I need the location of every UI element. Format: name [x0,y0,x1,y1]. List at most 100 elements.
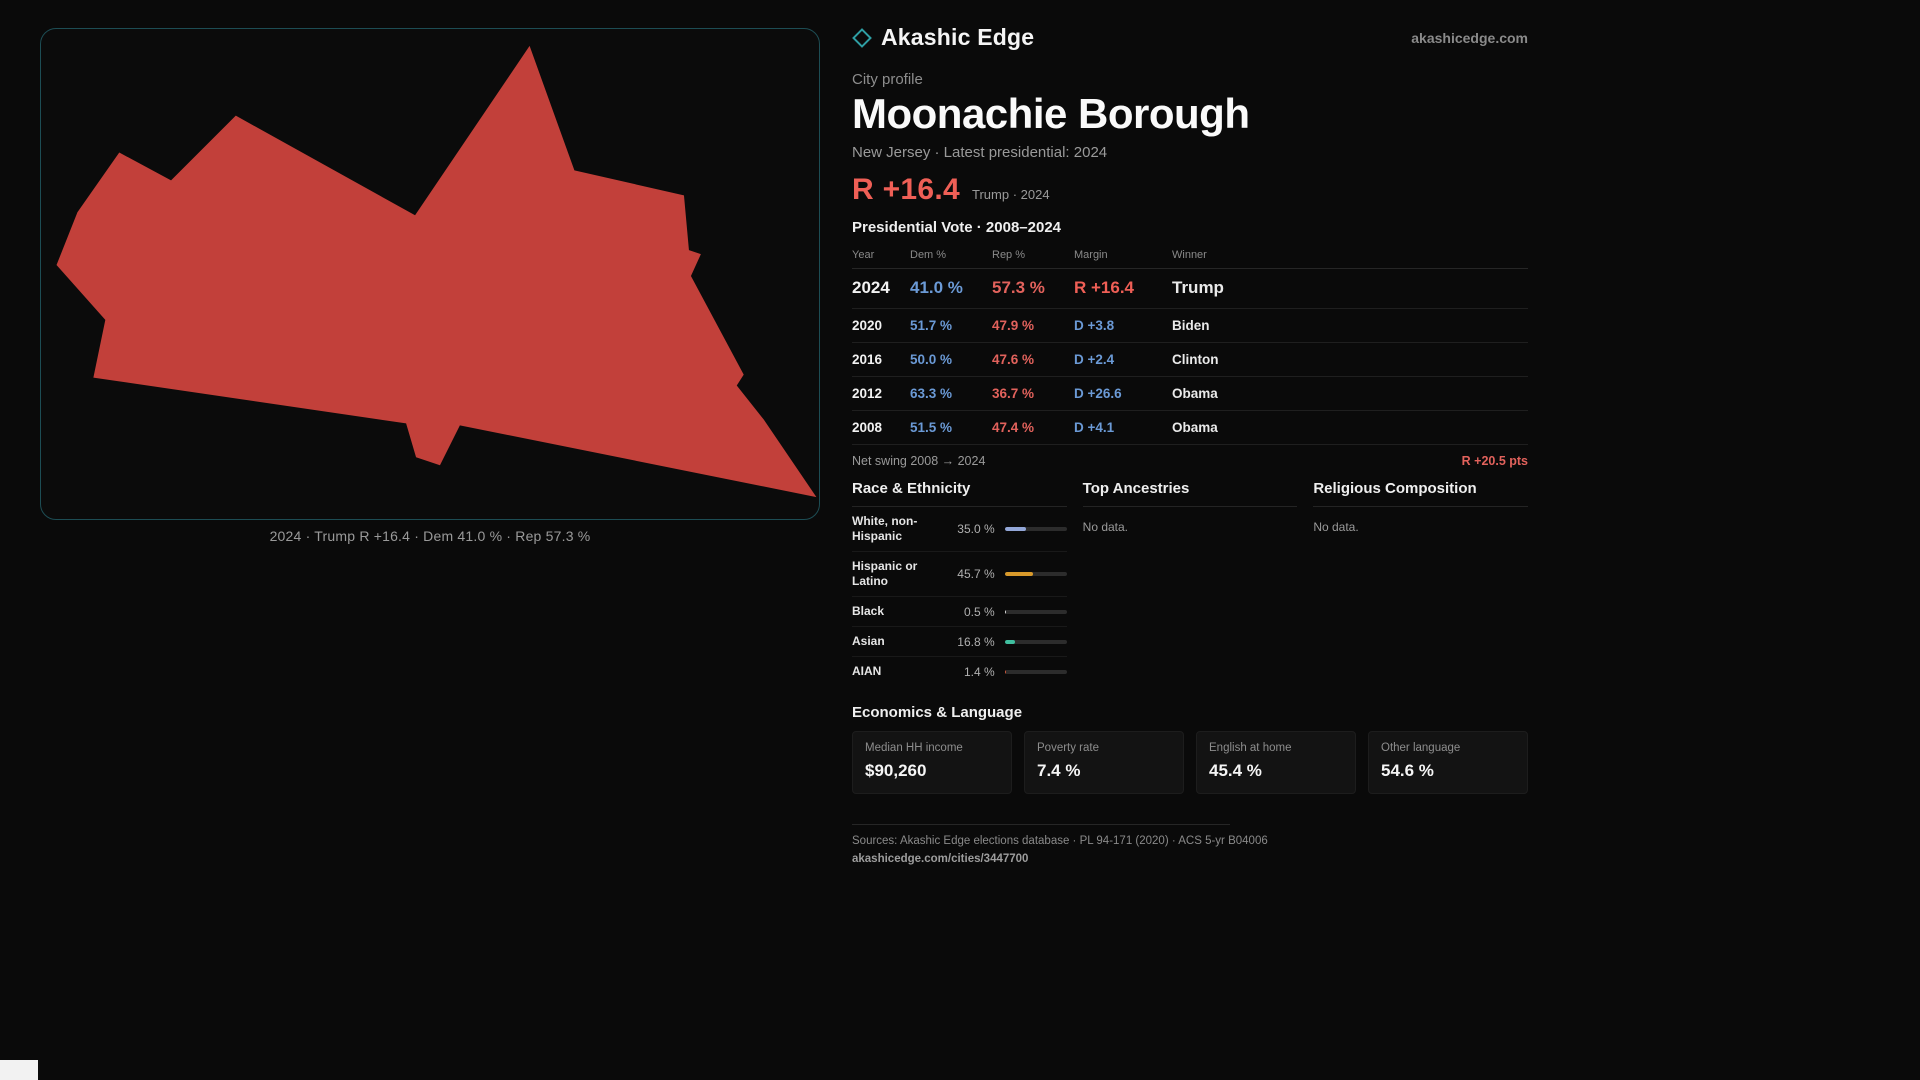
page-title: Moonachie Borough [852,90,1250,137]
race-bar [1004,572,1067,577]
race-value: 16.8 % [957,634,995,649]
cell-winner: Trump [1172,278,1224,298]
headline-margin-value: R +16.4 [852,173,961,207]
race-value: 35.0 % [957,522,995,537]
footer: Sources: Akashic Edge elections database… [852,824,1528,867]
net-swing-value: R +20.5 pts [1461,454,1528,469]
race-ethnicity-title: Race & Ethnicity [852,480,1067,508]
race-bar-fill [1004,669,1007,674]
race-label: Asian [852,634,885,649]
stat-value: $90,260 [865,761,927,781]
economics-stats: Median HH income $90,260 Poverty rate 7.… [852,731,1528,795]
race-bar [1004,639,1067,644]
col-winner: Winner [1172,249,1207,262]
cell-winner: Obama [1172,420,1218,436]
religious-composition-title: Religious Composition [1313,480,1528,508]
headline-margin-note: Trump · 2024 [972,187,1050,203]
economics-title: Economics & Language [852,704,1023,722]
cell-margin: R +16.4 [1074,278,1135,298]
religious-composition-column: Religious Composition No data. [1313,480,1528,686]
col-margin: Margin [1074,249,1108,262]
race-bar [1004,609,1067,614]
cell-margin: D +3.8 [1074,318,1115,334]
cell-winner: Clinton [1172,352,1219,368]
stat-card: Other language 54.6 % [1368,731,1528,795]
race-bar-fill [1004,527,1027,532]
stat-value: 54.6 % [1381,761,1434,781]
cell-margin: D +26.6 [1074,386,1122,402]
stat-label: Median HH income [865,742,963,755]
race-row: Asian 16.8 % [852,627,1067,658]
stat-value: 7.4 % [1037,761,1081,781]
stat-label: Poverty rate [1037,742,1099,755]
race-label: Black [852,604,885,619]
cell-year: 2020 [852,318,883,334]
table-row: 2008 51.5 % 47.4 % D +4.1 Obama [852,411,1528,446]
cell-rep: 47.6 % [992,352,1035,368]
cell-margin: D +2.4 [1074,352,1115,368]
race-row: Hispanic or Latino 45.7 % [852,552,1067,598]
col-year: Year [852,249,875,262]
race-value: 1.4 % [963,664,995,679]
stat-label: Other language [1381,742,1461,755]
stat-card: English at home 45.4 % [1196,731,1356,795]
kicker: City profile [852,71,923,88]
race-label: AIAN [852,664,882,679]
map-caption: 2024 · Trump R +16.4 · Dem 41.0 % · Rep … [269,528,591,544]
race-bar-fill [1004,572,1033,577]
religion-empty-state: No data. [1313,520,1359,535]
race-label: White, non-Hispanic [852,514,918,544]
stat-label: English at home [1209,742,1292,755]
subtitle: New Jersey · Latest presidential: 2024 [852,144,1108,162]
race-label: Hispanic or Latino [852,559,918,589]
cell-dem: 63.3 % [910,386,953,402]
table-row: 2012 63.3 % 36.7 % D +26.6 Obama [852,377,1528,412]
cell-dem: 51.7 % [910,318,953,334]
race-value: 0.5 % [963,604,995,619]
vote-table-title: Presidential Vote · 2008–2024 [852,219,1062,237]
cell-rep: 57.3 % [992,278,1045,298]
demographics-section: Race & Ethnicity White, non-Hispanic 35.… [852,480,1528,686]
cell-rep: 47.9 % [992,318,1035,334]
cell-year: 2008 [852,420,883,436]
race-value: 45.7 % [957,567,995,582]
city-shape-panel [40,28,820,520]
cell-year: 2016 [852,352,883,368]
cell-year: 2012 [852,386,883,402]
cell-dem: 41.0 % [910,278,963,298]
ancestries-empty-state: No data. [1082,520,1129,535]
cell-rep: 47.4 % [992,420,1035,436]
brand: Akashic Edge [852,24,1034,51]
brand-name: Akashic Edge [881,24,1035,50]
table-row: 2024 41.0 % 57.3 % R +16.4 Trump [852,269,1528,310]
sources-text: Sources: Akashic Edge elections database… [852,835,1268,848]
top-ancestries-title: Top Ancestries [1082,480,1298,508]
cell-winner: Biden [1172,318,1210,334]
site-link[interactable]: akashicedge.com [1411,29,1528,46]
diamond-logo-icon [852,27,872,48]
profile-panel: Akashic Edge akashicedge.com City profil… [852,24,1528,867]
col-dem: Dem % [910,249,947,262]
cell-rep: 36.7 % [992,386,1035,402]
race-bar-fill [1004,609,1006,614]
race-bar-fill [1004,639,1016,644]
table-row: 2016 50.0 % 47.6 % D +2.4 Clinton [852,343,1528,378]
col-rep: Rep % [992,249,1026,262]
race-bar [1004,669,1067,674]
stat-card: Poverty rate 7.4 % [1024,731,1184,795]
net-swing-label: Net swing 2008 → 2024 [852,454,986,469]
stat-value: 45.4 % [1209,761,1262,781]
net-swing: Net swing 2008 → 2024 R +20.5 pts [852,445,1528,478]
permalink[interactable]: akashicedge.com/cities/3447700 [852,853,1029,866]
race-bar [1004,527,1067,532]
city-shape-svg [56,45,817,498]
cell-dem: 51.5 % [910,420,953,436]
race-row: White, non-Hispanic 35.0 % [852,507,1067,553]
bottom-left-artifact [0,1060,38,1080]
stat-card: Median HH income $90,260 [852,731,1012,795]
race-row: AIAN 1.4 % [852,657,1067,686]
cell-winner: Obama [1172,386,1218,402]
app-header: Akashic Edge akashicedge.com [852,24,1528,51]
cell-year: 2024 [852,278,890,298]
vote-table-header: Year Dem % Rep % Margin Winner [852,244,1528,270]
